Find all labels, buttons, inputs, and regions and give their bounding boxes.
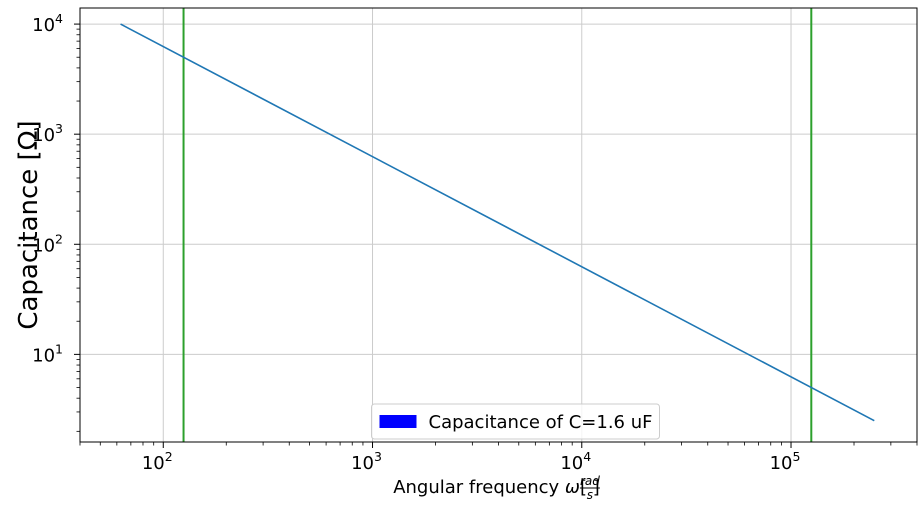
x-tick-label: 104 xyxy=(560,449,591,474)
y-axis-label: Capacitance [Ω] xyxy=(14,120,44,329)
vertical-lines xyxy=(182,8,813,442)
x-axis-label-main: Angular frequency xyxy=(393,477,565,498)
legend-patch xyxy=(379,415,417,428)
x-tick-label: 102 xyxy=(142,449,173,474)
series-line xyxy=(120,23,875,422)
grid xyxy=(80,8,917,442)
x-tick-label: 105 xyxy=(770,449,801,474)
plot-frame xyxy=(79,7,918,443)
x-axis-label-numerator: rad xyxy=(580,474,600,488)
x-ticks: 102 103 104 105 xyxy=(142,442,801,474)
x-axis-label-omega: ω xyxy=(565,477,580,498)
legend-label: Capacitance of C=1.6 uF xyxy=(429,412,653,433)
x-axis-label-denominator: s xyxy=(587,488,593,502)
x-axis-label: Angular frequency ω[ ] xyxy=(393,477,600,498)
y-tick-label: 102 xyxy=(32,231,63,256)
y-tick-label: 101 xyxy=(32,341,63,366)
x-tick-label: 103 xyxy=(351,449,382,474)
y-tick-label: 104 xyxy=(32,11,63,36)
y-ticks: 101 102 103 104 xyxy=(32,11,80,366)
legend: Capacitance of C=1.6 uF xyxy=(371,403,660,440)
series xyxy=(120,23,875,422)
x-axis-label-fraction: rad s xyxy=(579,474,600,502)
legend-box xyxy=(371,403,660,440)
minor-ticks xyxy=(76,28,918,446)
y-tick-label: 103 xyxy=(32,121,63,146)
